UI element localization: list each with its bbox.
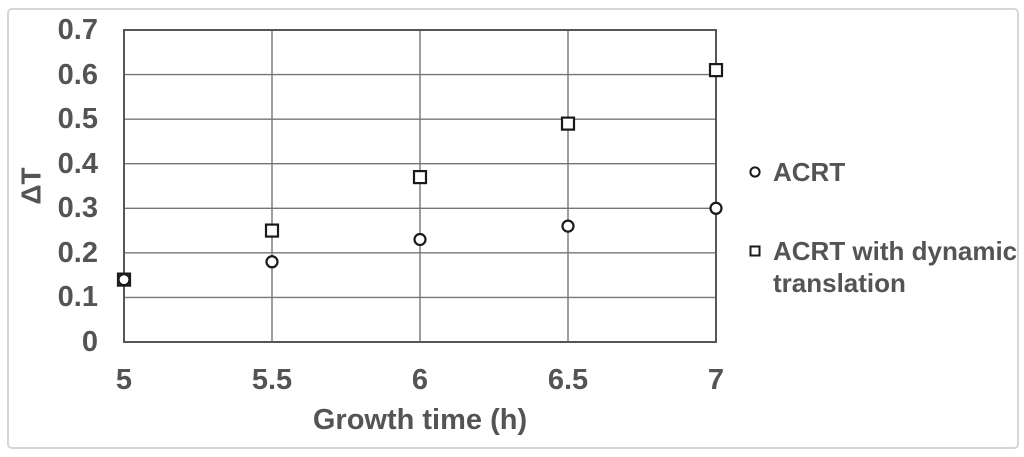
legend-item-acrt-dynamic-translation: ACRT with dynamic translation <box>748 235 1021 299</box>
x-tick-label: 5 <box>115 364 133 396</box>
data-point-circle <box>561 219 575 233</box>
y-tick-label: 0 <box>81 326 98 358</box>
y-tick-label: 0.7 <box>57 14 98 46</box>
legend-label-acrt-dynamic-translation: ACRT with dynamic translation <box>773 236 1018 298</box>
y-tick-label: 0.1 <box>57 281 98 314</box>
data-point-circle <box>709 201 723 215</box>
data-point-circle <box>413 232 427 247</box>
y-tick-label: 0.3 <box>57 192 98 225</box>
y-tick-label: 0.4 <box>57 147 98 180</box>
x-tick-label: 6.5 <box>547 364 589 396</box>
x-axis-title: Growth time (h) <box>312 404 528 436</box>
x-tick-label: 7 <box>707 364 725 396</box>
data-point-circle <box>265 255 279 269</box>
legend-label-acrt: ACRT <box>773 157 846 187</box>
figure-border <box>7 8 1019 449</box>
y-tick-label: 0.2 <box>57 236 98 269</box>
data-point-square <box>264 223 280 238</box>
data-point-circle <box>117 273 131 287</box>
plot-border <box>123 29 717 343</box>
x-tick-label: 6 <box>411 364 429 396</box>
square-marker-icon <box>749 245 761 257</box>
data-point-square <box>560 116 576 131</box>
y-tick-label: 0.5 <box>57 103 98 136</box>
data-point-square <box>708 63 724 78</box>
x-tick-label: 5.5 <box>251 364 293 396</box>
circle-marker-icon <box>749 166 761 178</box>
data-point-square <box>412 169 428 185</box>
legend-item-acrt: ACRT <box>748 156 1021 188</box>
y-tick-label: 0.6 <box>57 58 98 91</box>
